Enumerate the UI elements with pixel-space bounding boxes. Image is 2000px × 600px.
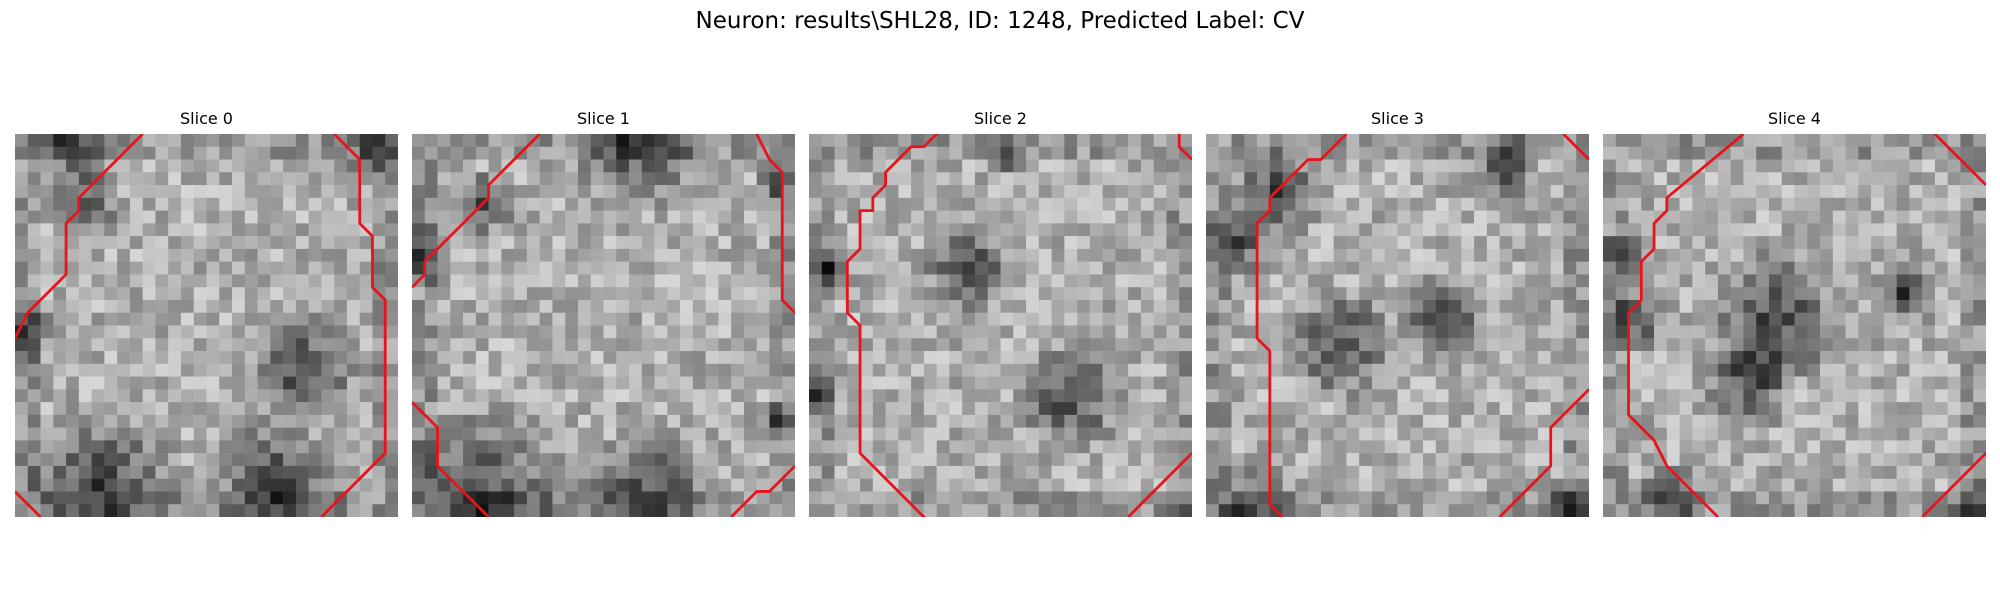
figure-title: Neuron: results\SHL28, ID: 1248, Predict…: [695, 8, 1305, 34]
slice-image-1: [412, 134, 795, 517]
slice-title-4: Slice 4: [1768, 109, 1821, 128]
slice-title-3: Slice 3: [1371, 109, 1424, 128]
slice-title-0: Slice 0: [180, 109, 233, 128]
slice-panel-0: Slice 0: [15, 108, 398, 517]
slice-image-0: [15, 134, 398, 517]
slice-image-3: [1206, 134, 1589, 517]
slice-panel-4: Slice 4: [1603, 108, 1986, 517]
slice-image-2: [809, 134, 1192, 517]
slice-title-2: Slice 2: [974, 109, 1027, 128]
slice-panel-2: Slice 2: [809, 108, 1192, 517]
slice-title-1: Slice 1: [577, 109, 630, 128]
slice-panel-1: Slice 1: [412, 108, 795, 517]
slice-image-4: [1603, 134, 1986, 517]
slice-panel-3: Slice 3: [1206, 108, 1589, 517]
